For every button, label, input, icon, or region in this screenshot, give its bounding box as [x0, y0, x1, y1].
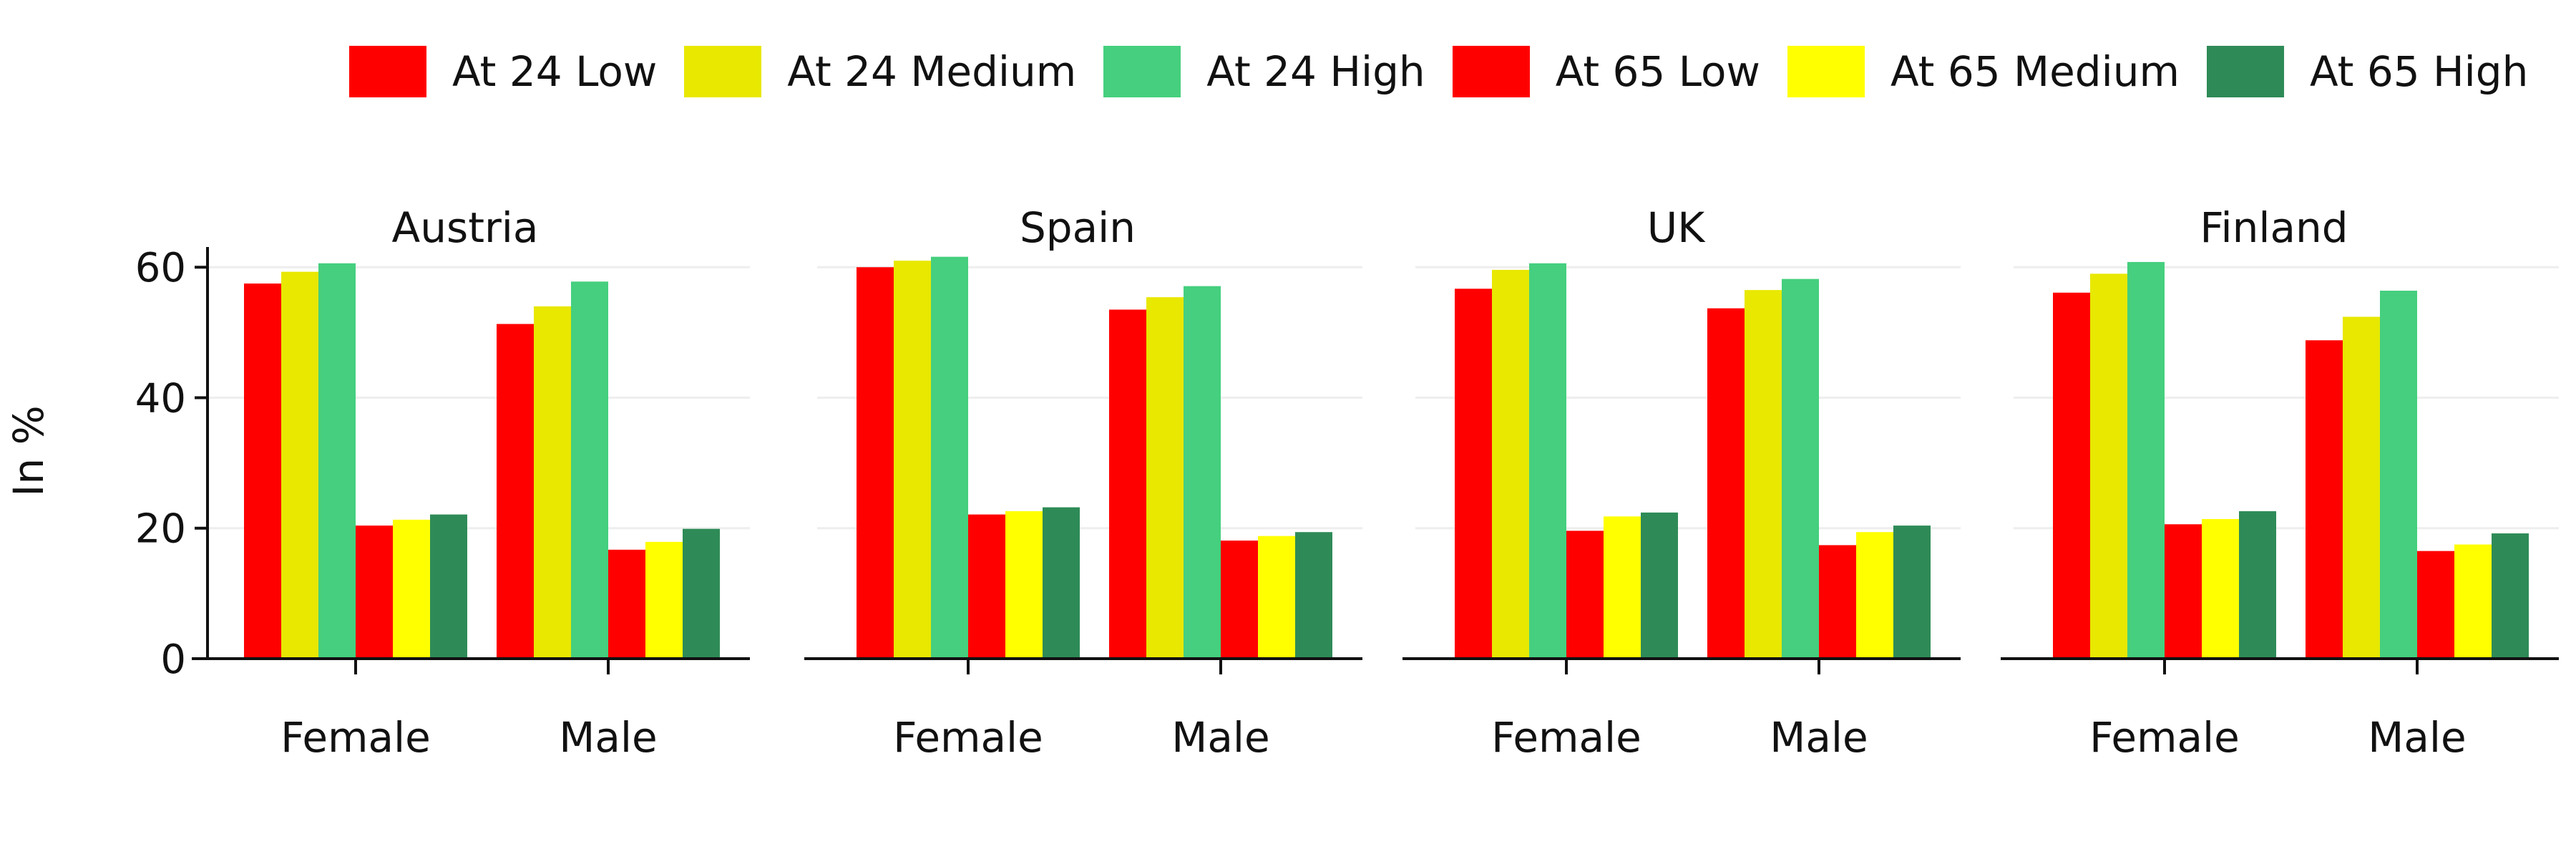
bar	[1455, 289, 1492, 659]
bar	[318, 263, 356, 659]
bar	[1529, 263, 1566, 659]
bar	[2454, 544, 2492, 659]
x-tick-label: Male	[1171, 713, 1269, 762]
legend-label: At 24 High	[1206, 47, 1425, 96]
legend-label: At 24 Medium	[787, 47, 1077, 96]
legend-item: At 65 High	[2206, 46, 2529, 97]
bar	[1893, 526, 1931, 659]
bar	[2306, 340, 2343, 659]
legend-label: At 65 High	[2309, 47, 2529, 96]
bar	[1295, 532, 1332, 659]
bar	[608, 549, 645, 659]
bar	[2343, 316, 2380, 659]
bar	[244, 284, 281, 659]
legend-label: At 24 Low	[452, 47, 658, 96]
bar	[683, 528, 720, 659]
bar	[356, 526, 393, 659]
bar	[1641, 512, 1678, 659]
x-tick-label: Female	[893, 713, 1043, 762]
bar	[645, 541, 683, 659]
x-tick-label: Female	[2089, 713, 2240, 762]
bar	[2053, 292, 2090, 659]
bar	[2090, 273, 2127, 659]
x-tick-label: Male	[2368, 713, 2466, 762]
bar	[931, 256, 968, 659]
bar	[1005, 511, 1043, 659]
legend-label: At 65 Medium	[1890, 47, 2180, 96]
bar	[1707, 308, 1745, 659]
bar	[1819, 545, 1856, 659]
bar	[2202, 518, 2239, 659]
bar	[430, 514, 467, 659]
legend-swatch	[1103, 46, 1181, 97]
y-tick-label: 0	[160, 636, 186, 683]
y-tick-label: 20	[135, 506, 186, 553]
bar	[1109, 309, 1146, 659]
bar	[2239, 511, 2276, 659]
bar	[1043, 507, 1080, 659]
bar	[2165, 524, 2202, 659]
bar	[1604, 516, 1641, 659]
bar	[1745, 290, 1782, 659]
x-tick-label: Female	[280, 713, 431, 762]
bar	[857, 267, 894, 659]
legend-swatch	[684, 46, 762, 97]
bar	[2492, 533, 2529, 659]
bar	[281, 271, 318, 659]
legend-item: At 24 Low	[349, 46, 657, 97]
y-axis-label: In %	[4, 405, 53, 496]
panel-title: Austria	[392, 203, 539, 252]
legend-swatch	[349, 46, 426, 97]
bar	[393, 519, 430, 659]
legend-swatch	[2206, 46, 2284, 97]
legend-item: At 65 Low	[1452, 46, 1760, 97]
legend-item: At 24 High	[1103, 46, 1425, 97]
bar	[1258, 536, 1295, 659]
legend-swatch	[1787, 46, 1865, 97]
panel-title: UK	[1647, 203, 1706, 252]
bar	[497, 324, 534, 659]
panel-title: Finland	[2200, 203, 2348, 252]
bar	[1856, 532, 1893, 659]
bar	[894, 261, 931, 659]
bar	[2127, 261, 2165, 659]
legend-label: At 65 Low	[1555, 47, 1760, 96]
chart-legend: At 24 Low At 24 Medium At 24 High At 65 Low…	[349, 37, 2528, 106]
x-tick-label: Male	[1770, 713, 1868, 762]
bar	[1221, 541, 1258, 659]
x-tick-label: Female	[1491, 713, 1641, 762]
panel-title: Spain	[1020, 203, 1136, 252]
legend-item: At 24 Medium	[684, 46, 1076, 97]
x-tick-label: Male	[559, 713, 657, 762]
bar	[534, 306, 571, 659]
bar	[2417, 551, 2454, 659]
bar	[1492, 269, 1529, 659]
y-tick-label: 60	[135, 245, 186, 291]
bar	[2380, 291, 2417, 659]
legend-swatch	[1452, 46, 1530, 97]
bar	[1566, 531, 1604, 659]
bar	[1146, 297, 1184, 659]
bar	[571, 281, 608, 659]
y-tick-label: 40	[135, 375, 186, 422]
bar	[968, 514, 1005, 659]
legend-item: At 65 Medium	[1787, 46, 2180, 97]
bar	[1184, 286, 1221, 659]
bar	[1782, 279, 1819, 659]
